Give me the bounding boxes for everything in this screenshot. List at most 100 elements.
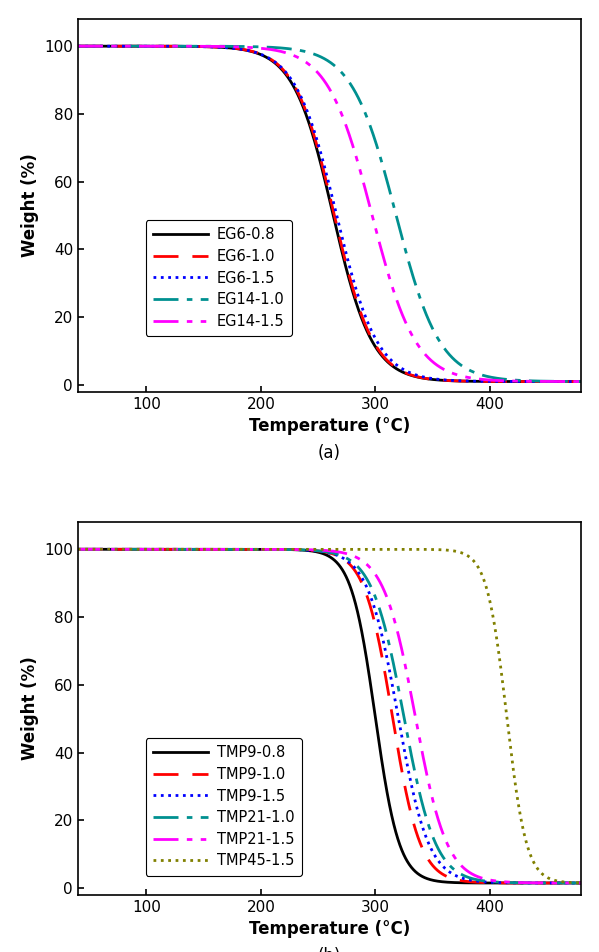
TMP21-1.0 <box>267 544 274 555</box>
TMP21-1.0 <box>567 878 574 889</box>
TMP21-1.5 <box>567 878 574 889</box>
TMP9-1.5 <box>162 544 169 555</box>
TMP9-1.0 <box>289 544 297 555</box>
EG14-1.0 <box>289 44 297 55</box>
Line: TMP9-0.8: TMP9-0.8 <box>78 549 581 883</box>
TMP45-1.5 <box>74 544 81 555</box>
TMP45-1.5 <box>577 877 585 888</box>
EG14-1.5 <box>567 376 574 387</box>
TMP21-1.5 <box>289 544 297 555</box>
TMP21-1.5 <box>513 877 521 888</box>
EG6-0.8 <box>513 376 521 387</box>
TMP21-1.0 <box>289 544 297 555</box>
TMP9-1.0 <box>74 544 81 555</box>
X-axis label: Temperature (°C): Temperature (°C) <box>249 921 410 939</box>
EG14-1.0 <box>74 40 81 51</box>
EG6-1.5 <box>132 40 139 51</box>
EG6-1.5 <box>162 41 169 52</box>
EG14-1.5 <box>74 40 81 51</box>
Line: EG14-1.5: EG14-1.5 <box>78 46 581 382</box>
TMP9-0.8 <box>132 544 139 555</box>
EG6-1.0 <box>74 40 81 51</box>
TMP9-1.0 <box>513 877 521 888</box>
EG6-1.0 <box>513 376 521 387</box>
TMP9-1.0 <box>267 544 274 555</box>
TMP21-1.0 <box>162 544 169 555</box>
TMP9-1.5 <box>513 877 521 888</box>
EG6-1.5 <box>567 376 574 387</box>
X-axis label: Temperature (°C): Temperature (°C) <box>249 417 410 435</box>
TMP21-1.0 <box>132 544 139 555</box>
EG14-1.5 <box>513 375 521 387</box>
EG6-1.0 <box>289 77 297 89</box>
TMP9-0.8 <box>513 878 521 889</box>
TMP9-1.5 <box>74 544 81 555</box>
TMP45-1.5 <box>513 789 521 801</box>
TMP21-1.0 <box>74 544 81 555</box>
EG6-1.5 <box>289 76 297 88</box>
Y-axis label: Weight (%): Weight (%) <box>20 657 38 761</box>
Line: EG6-0.8: EG6-0.8 <box>78 46 581 382</box>
TMP45-1.5 <box>289 544 297 555</box>
Text: (b): (b) <box>317 947 341 952</box>
EG6-1.5 <box>74 40 81 51</box>
TMP9-0.8 <box>289 544 297 555</box>
EG6-1.0 <box>267 53 274 65</box>
TMP45-1.5 <box>162 544 169 555</box>
Line: EG6-1.5: EG6-1.5 <box>78 46 581 382</box>
TMP45-1.5 <box>132 544 139 555</box>
EG6-1.5 <box>577 376 585 387</box>
Line: TMP45-1.5: TMP45-1.5 <box>78 549 581 883</box>
EG6-0.8 <box>577 376 585 387</box>
TMP9-1.5 <box>577 878 585 889</box>
TMP21-1.5 <box>132 544 139 555</box>
EG14-1.5 <box>162 41 169 52</box>
TMP21-1.5 <box>162 544 169 555</box>
EG14-1.0 <box>162 40 169 51</box>
EG6-0.8 <box>132 40 139 51</box>
EG6-0.8 <box>567 376 574 387</box>
EG6-1.5 <box>267 53 274 65</box>
TMP9-0.8 <box>577 878 585 889</box>
EG14-1.5 <box>577 376 585 387</box>
Line: TMP9-1.0: TMP9-1.0 <box>78 549 581 883</box>
TMP9-0.8 <box>162 544 169 555</box>
EG14-1.5 <box>132 40 139 51</box>
TMP9-1.0 <box>132 544 139 555</box>
TMP21-1.5 <box>74 544 81 555</box>
EG6-0.8 <box>267 54 274 66</box>
TMP9-1.0 <box>567 878 574 889</box>
Legend: TMP9-0.8, TMP9-1.0, TMP9-1.5, TMP21-1.0, TMP21-1.5, TMP45-1.5: TMP9-0.8, TMP9-1.0, TMP9-1.5, TMP21-1.0,… <box>146 738 302 876</box>
TMP45-1.5 <box>567 877 574 888</box>
TMP9-0.8 <box>567 878 574 889</box>
EG6-1.0 <box>577 376 585 387</box>
TMP9-1.5 <box>267 544 274 555</box>
TMP21-1.5 <box>577 878 585 889</box>
TMP9-1.5 <box>567 878 574 889</box>
TMP9-0.8 <box>74 544 81 555</box>
Line: EG6-1.0: EG6-1.0 <box>78 46 581 382</box>
TMP45-1.5 <box>267 544 274 555</box>
TMP9-1.5 <box>132 544 139 555</box>
EG14-1.0 <box>513 374 521 386</box>
Line: TMP9-1.5: TMP9-1.5 <box>78 549 581 883</box>
EG6-1.0 <box>567 376 574 387</box>
EG6-0.8 <box>289 79 297 90</box>
Y-axis label: Weight (%): Weight (%) <box>20 153 38 257</box>
TMP21-1.0 <box>513 877 521 888</box>
EG14-1.5 <box>267 44 274 55</box>
EG6-0.8 <box>162 41 169 52</box>
TMP9-1.0 <box>577 878 585 889</box>
EG14-1.0 <box>577 376 585 387</box>
EG6-1.0 <box>162 41 169 52</box>
Line: TMP21-1.0: TMP21-1.0 <box>78 549 581 883</box>
EG14-1.0 <box>132 40 139 51</box>
EG14-1.5 <box>289 50 297 61</box>
TMP9-1.0 <box>162 544 169 555</box>
Line: TMP21-1.5: TMP21-1.5 <box>78 549 581 883</box>
TMP21-1.5 <box>267 544 274 555</box>
EG6-1.5 <box>513 376 521 387</box>
EG6-1.0 <box>132 40 139 51</box>
TMP9-0.8 <box>267 544 274 555</box>
EG14-1.0 <box>567 376 574 387</box>
